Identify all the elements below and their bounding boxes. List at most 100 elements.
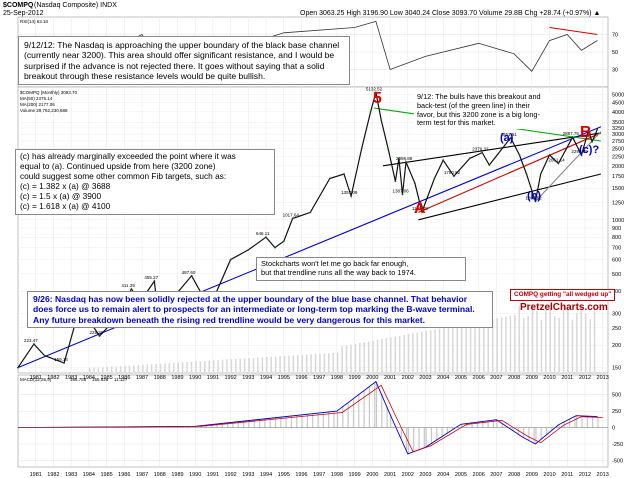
price-point <box>433 177 436 180</box>
wave-sub-a-label: (a) <box>500 132 514 144</box>
macd-label: MACD(12,26,9) <box>20 377 52 382</box>
macd-hist-bar <box>336 411 339 428</box>
volume-bar <box>168 363 171 372</box>
y-tick-label: 4000 <box>612 110 624 116</box>
volume-bar <box>252 357 255 372</box>
macd-hist-bar <box>558 424 560 428</box>
x-tick-label: 1993 <box>242 375 254 381</box>
x-tick-label: 1989 <box>171 375 183 381</box>
x-tick-label-bottom: 1998 <box>331 472 343 478</box>
volume-bar <box>155 363 157 372</box>
x-tick-label-bottom: 2009 <box>526 472 538 478</box>
macd-hist-bar <box>407 427 409 454</box>
price-value-label: 1387.06 <box>392 188 409 193</box>
volume-bar <box>416 332 419 372</box>
volume-bar <box>553 316 556 372</box>
note-rejection-0926: 9/26: Nasdaq has now been solidly reject… <box>27 291 493 328</box>
volume-bar <box>447 327 450 372</box>
price-value-label: 1017.64 <box>283 212 300 217</box>
x-tick-label-bottom: 1985 <box>100 472 112 478</box>
wave-sub-c-label: (c)? <box>579 144 599 156</box>
macd-hist-bar <box>430 427 433 444</box>
price-point <box>525 173 528 175</box>
macd-hist-bar <box>381 393 383 428</box>
volume-bar <box>562 305 565 372</box>
volume-bar <box>106 366 109 372</box>
fib-line: could suggest some other common Fib targ… <box>20 170 227 181</box>
volume-bar <box>133 365 135 372</box>
price-point <box>153 280 156 283</box>
volume-bar <box>500 317 503 372</box>
price-value-label: 1265.52 <box>525 195 542 200</box>
x-tick-label: 1981 <box>30 375 42 381</box>
x-axis-ticks: 1981 1981 1982 1982 1983 1983 1984 1984 1985 1985… <box>30 375 609 478</box>
x-tick-label-bottom: 1986 <box>118 472 130 478</box>
x-tick-label: 1994 <box>260 375 272 381</box>
volume-bar <box>181 362 184 372</box>
price-point <box>190 274 193 277</box>
volume-bar <box>328 353 330 372</box>
x-tick-label: 2004 <box>437 375 449 381</box>
macd-line <box>17 380 598 455</box>
macd-hist-bar <box>358 395 360 428</box>
volume-bar <box>248 358 250 372</box>
macd-hist-bar <box>390 414 392 428</box>
volume-bar <box>301 354 303 372</box>
x-tick-label: 2010 <box>543 375 555 381</box>
price-point <box>452 175 455 178</box>
volume-bar <box>456 325 459 372</box>
y-tick-label: 1500 <box>612 186 624 192</box>
y-tick-label: 2500 <box>612 146 624 152</box>
macd-hist-bar <box>597 416 599 428</box>
price-point <box>309 211 312 214</box>
volume-bar <box>173 362 175 372</box>
x-tick-label-bottom: 2010 <box>543 472 555 478</box>
price-point <box>291 217 294 220</box>
macd-hist-bar <box>269 418 271 428</box>
macd-hist-bar <box>533 427 535 444</box>
price-value-label: 487.60 <box>182 270 196 275</box>
volume-bar <box>102 367 104 372</box>
x-tick-label-bottom: 1987 <box>136 472 148 478</box>
x-tick-label: 1988 <box>154 375 166 381</box>
price-value-label: 1357.09 <box>341 190 358 195</box>
volume-bar <box>429 330 432 372</box>
macd-hist-bar <box>237 421 239 428</box>
quote-line: Open 3063.25 High 3196.90 Low 3040.24 Cl… <box>300 10 600 17</box>
volume-bars <box>88 304 596 372</box>
volume-bar <box>137 364 140 372</box>
volume-bar <box>274 356 277 372</box>
y-tick-label: 300 <box>612 312 621 318</box>
volume-bar <box>221 359 224 372</box>
volume-bar <box>443 327 445 372</box>
volume-bar <box>425 331 428 372</box>
price-value-label: 411.39 <box>121 283 135 288</box>
macd-hist-bar <box>375 381 378 428</box>
x-tick-label: 1984 <box>83 375 95 381</box>
rsi-tick-label: 70 <box>612 33 618 39</box>
volume-bar <box>509 315 512 372</box>
volume-bar <box>115 366 117 372</box>
macd-hist-bar <box>216 423 218 428</box>
macd-hist-bar <box>243 421 245 428</box>
volume-bar <box>142 364 144 372</box>
price-point <box>43 354 46 357</box>
macd-hist-bar <box>413 427 415 452</box>
macd-hist-bar <box>258 419 261 428</box>
x-tick-label-bottom: 2002 <box>402 472 414 478</box>
price-point <box>265 236 267 239</box>
volume-bar <box>319 353 321 372</box>
volume-bar <box>270 356 272 372</box>
volume-bar <box>261 357 264 372</box>
volume-bar <box>469 323 472 372</box>
macd-hist-bar <box>290 416 293 428</box>
price-point <box>580 154 583 156</box>
price-value-label: 1750.82 <box>444 170 461 175</box>
x-tick-label: 2002 <box>402 375 414 381</box>
macd-hist-bar <box>221 423 223 428</box>
y-tick-label: 500 <box>612 272 621 278</box>
x-tick-label-bottom: 2013 <box>597 472 609 478</box>
x-tick-label: 1992 <box>224 375 236 381</box>
trendline-grey-wedge-lower <box>534 131 602 202</box>
price-point <box>534 200 537 203</box>
